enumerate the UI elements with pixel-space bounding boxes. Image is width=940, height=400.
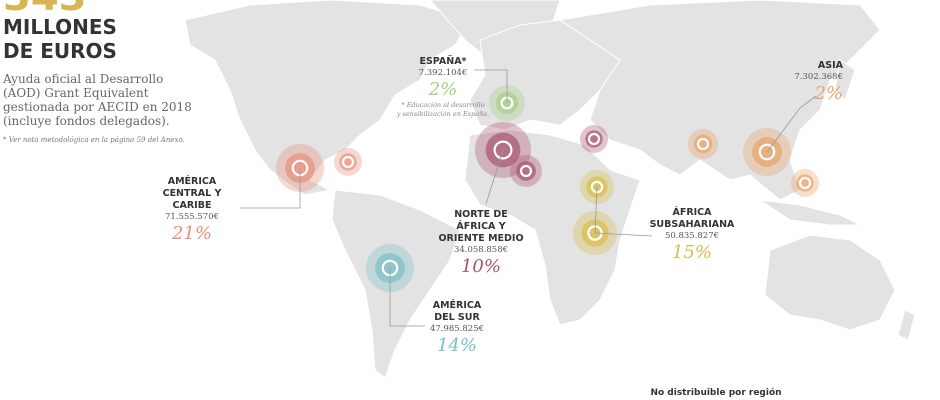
description-line: gestionada por AECID en 2018 <box>3 100 192 114</box>
leader-line <box>389 268 425 327</box>
region-amount: 7.302.368€ <box>794 72 843 82</box>
region-name: SUBSAHARIANA <box>650 219 735 230</box>
region-name: ÁFRICA <box>672 206 712 218</box>
leader-line <box>594 186 653 237</box>
region-name: DEL SUR <box>434 312 480 323</box>
region-name: ORIENTE MEDIO <box>438 233 523 244</box>
leader-line <box>240 168 301 209</box>
leader-line <box>474 69 508 103</box>
region-amount: 34.058.858€ <box>454 245 508 255</box>
description-line: (incluye fondos delegados). <box>3 114 170 128</box>
region-percent: 2% <box>813 83 843 104</box>
region-amount: 7.392.104€ <box>419 68 468 78</box>
region-percent: 2% <box>428 79 458 100</box>
marker-ring <box>587 132 601 146</box>
marker-core <box>796 174 814 192</box>
total-number: 343 <box>3 0 87 20</box>
description-line: Ayuda oficial al Desarrollo <box>2 72 163 86</box>
region-name: AMÉRICA <box>433 299 482 311</box>
region-amount: 47.985.825€ <box>430 324 484 334</box>
title-line: MILLONES <box>3 15 117 39</box>
marker-ring <box>758 143 776 161</box>
region-name: ÁFRICA Y <box>456 220 505 232</box>
description-line: (AOD) Grant Equivalent <box>3 86 149 100</box>
footer: No distribuible por región <box>650 387 781 398</box>
region-percent: 14% <box>437 335 477 356</box>
region-name: CENTRAL Y <box>163 188 222 199</box>
region-note: y sensibilización en España. <box>396 110 489 118</box>
region-name: CARIBE <box>173 200 212 211</box>
region-name: NORTE DE <box>454 209 508 220</box>
region-amount: 71.555.570€ <box>165 212 219 222</box>
region-name: AMÉRICA <box>168 175 217 187</box>
leader-line <box>485 149 504 205</box>
marker-ring <box>341 155 355 169</box>
note: * Ver nota metodológica en la página 59 … <box>3 136 185 144</box>
marker-ring <box>798 176 812 190</box>
marker-ring <box>493 140 513 160</box>
region-percent: 21% <box>171 223 212 244</box>
region-note: * Educación al desarrollo <box>401 101 484 109</box>
region-name: ESPAÑA* <box>419 56 466 67</box>
region-percent: 10% <box>461 256 501 277</box>
marker-core <box>339 153 357 171</box>
marker-ring <box>519 164 533 178</box>
region-name: ASIA <box>818 60 844 71</box>
marker-core <box>693 134 713 154</box>
marker-core <box>585 130 603 148</box>
title-line: DE EUROS <box>3 39 117 63</box>
marker-core <box>516 161 536 181</box>
region-amount: 50.835.827€ <box>665 231 719 241</box>
marker-ring <box>696 137 710 151</box>
leader-line <box>766 95 817 153</box>
region-percent: 15% <box>672 242 712 263</box>
